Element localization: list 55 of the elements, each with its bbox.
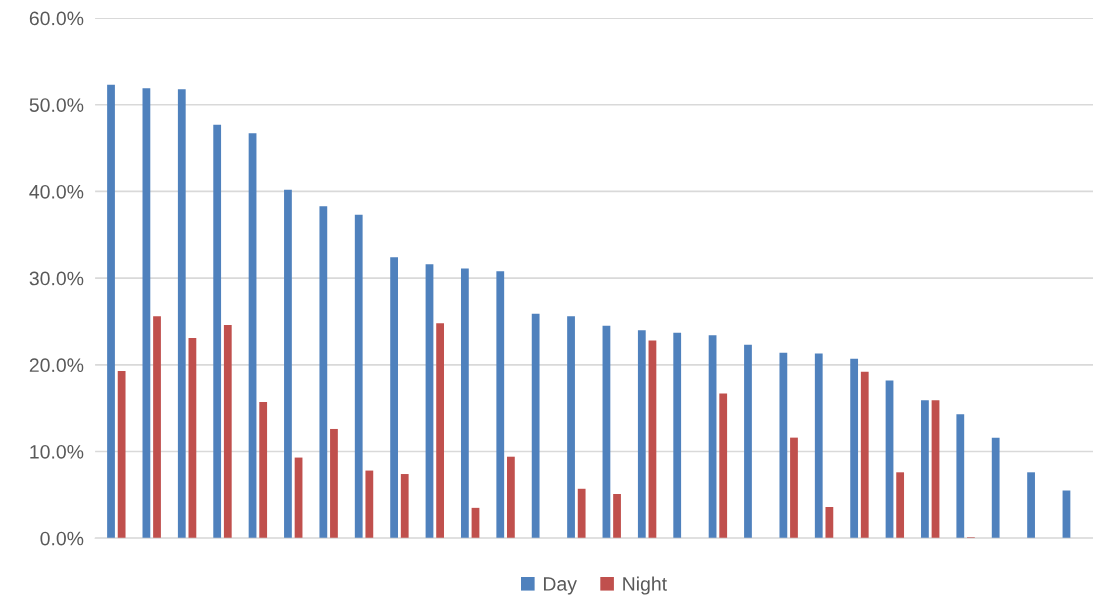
bar (744, 344, 752, 539)
bar (956, 414, 965, 539)
bar (177, 89, 186, 539)
bar (319, 206, 328, 539)
y-tick-label: 60.0% (29, 11, 84, 26)
y-tick-label: 40.0% (29, 184, 84, 199)
bar (213, 124, 222, 539)
bar (284, 189, 292, 539)
bar (436, 323, 445, 539)
bar (885, 380, 894, 539)
bar (248, 133, 257, 539)
y-tick-label: 10.0% (30, 444, 84, 459)
bar (814, 353, 823, 539)
bar (496, 271, 505, 539)
bar (390, 257, 398, 539)
bar (365, 470, 374, 539)
bar (188, 337, 197, 539)
bar (921, 400, 929, 539)
bar (719, 393, 728, 539)
bar (1027, 472, 1035, 539)
bar (673, 332, 682, 539)
bar (259, 402, 268, 539)
bar (790, 437, 798, 539)
bar (506, 456, 515, 539)
y-tick-label: 30.0% (29, 271, 84, 286)
bar (354, 214, 363, 539)
bar (931, 400, 940, 539)
bar (330, 428, 338, 539)
bar (779, 352, 788, 539)
y-tick-label: 50.0% (29, 98, 84, 112)
bar (825, 506, 834, 539)
bar (142, 88, 151, 539)
legend-label: Day (543, 577, 577, 595)
bar (400, 474, 409, 539)
bar (107, 84, 115, 539)
bar (860, 371, 869, 539)
bar (117, 370, 126, 539)
bar (223, 324, 232, 539)
bar (850, 358, 859, 539)
y-tick-label: 0.0% (40, 531, 84, 546)
bar (602, 325, 611, 539)
bar (460, 268, 469, 539)
bar (637, 330, 646, 539)
bar (708, 335, 717, 539)
bar (648, 340, 657, 539)
y-tick-label: 20.0% (29, 358, 84, 373)
bar (613, 493, 621, 539)
bar (896, 472, 905, 539)
bar (425, 264, 434, 539)
bar (991, 437, 1000, 539)
bar (567, 316, 575, 539)
bar (531, 313, 540, 539)
bar (153, 316, 161, 539)
legend-label: Night (623, 576, 667, 595)
bar (577, 488, 586, 539)
